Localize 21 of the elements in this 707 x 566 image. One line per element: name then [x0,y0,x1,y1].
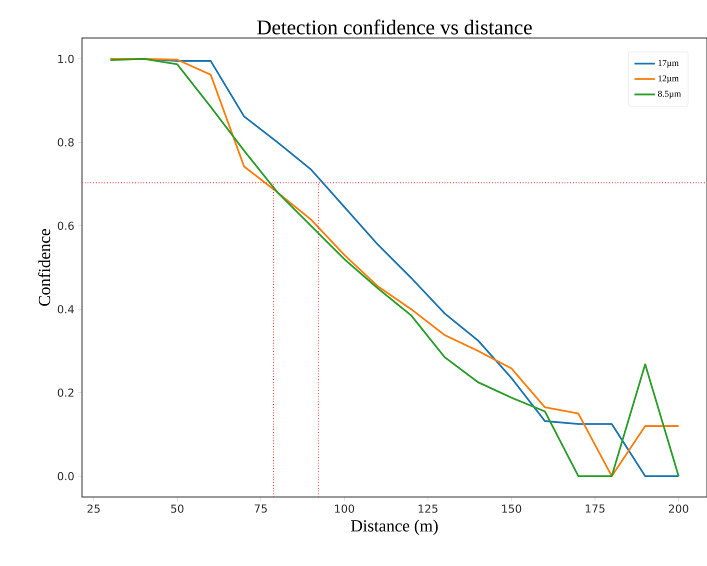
x-tick-label: 25 [88,504,100,513]
legend-label: 8.5µm [658,90,681,99]
y-tick-label: 0.6 [58,222,74,230]
x-tick-label: 50 [171,504,184,513]
y-axis-title: Confidence [38,229,50,306]
y-tick-label: 0.0 [58,472,74,480]
x-tick-label: 175 [586,504,605,513]
y-tick-label: 0.2 [58,388,74,397]
x-tick-label: 200 [668,504,688,513]
x-tick-label: 150 [502,504,522,513]
chart-title: Detection confidence vs distance [257,20,532,34]
y-tick-label: 0.4 [58,305,74,314]
y-tick-label: 1.0 [58,54,74,64]
x-tick-label: 100 [335,504,354,513]
y-tick-label: 0.8 [58,138,74,146]
legend-label: 12µm [658,75,679,84]
legend-label: 17µm [658,60,679,68]
line-series [110,58,680,478]
x-axis-title: Distance (m) [351,520,438,536]
x-tick-label: 75 [254,504,267,513]
x-tick-label: 125 [418,504,438,513]
